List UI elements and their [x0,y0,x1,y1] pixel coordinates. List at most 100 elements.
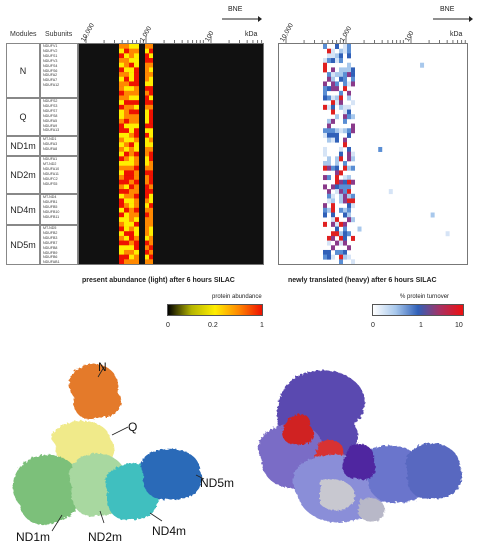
heatmap-heavy-cell [343,128,347,134]
heatmap-heavy-cell [331,81,335,87]
heatmap-light-cell [119,184,124,190]
heatmap-heavy-cell [347,104,351,110]
heatmap-heavy-cell [327,235,331,241]
heatmap-heavy [323,44,450,265]
heatmap-heavy-cell [335,179,339,185]
caption-light: present abundance (light) after 6 hours … [82,277,235,284]
heatmap-light-cell [129,109,134,115]
heatmap-heavy-cell [347,53,351,59]
heatmap-light-cell [134,72,139,78]
heatmap-heavy-cell [335,95,339,101]
heatmap-light-cell [134,165,139,171]
heatmap-heavy-cell [347,81,351,87]
heatmap-light-cell [124,221,129,227]
subunit-name: MT-ND2 [43,161,57,166]
heatmap-light-cell [134,212,139,218]
subunit-name: NDUFA7 [43,78,58,83]
heatmap-heavy-cell [335,184,339,190]
heatmap-light-cell [149,100,153,106]
heatmap-heavy-cell [339,76,343,82]
heatmap-heavy-cell [347,165,351,171]
subunit-list-q: NDUFS2 NDUFS3 NDUFS7 NDUFS8 NDUFA5 NDUFA9 NDUF… [40,98,78,136]
module-nd2m: ND2m [6,156,40,194]
heatmap-light-cell [149,184,153,190]
heatmap-heavy-cell [327,193,331,199]
heatmap-light-cell [119,95,124,101]
heatmap-heavy-cell [339,198,343,204]
heatmap-light-cell [129,249,134,255]
heatmap-heavy-cell [331,207,335,213]
heatmap-light-cell [134,161,139,167]
heatmap-heavy-cell [323,161,327,167]
heatmap-light-cell [119,48,124,54]
heatmap-heavy-cell [347,72,351,78]
heatmap-light-cell [129,137,134,143]
heatmap-light-cell [134,146,139,152]
heatmap-light-cell [124,90,129,96]
heatmap-light-cell [134,104,139,110]
subunit-name: NDUFB7 [43,240,58,245]
heatmap-light-cell [134,170,139,176]
heatmap-heavy-cell [335,161,339,167]
heatmap-light-cell [119,53,124,59]
heatmap-heavy-cell [343,86,347,92]
structure-nd5m-region [141,448,202,500]
heatmap-light-cell [119,156,124,162]
heatmap-light-cell [119,179,124,185]
subunit-name: NDUFC2 [43,176,58,181]
heatmap-light-cell [149,259,153,265]
heatmap-heavy-cell [323,81,327,87]
heatmap-light-cell [129,240,134,246]
heatmap-heavy-cell [335,156,339,162]
module-n: N [6,43,40,98]
subunit-name: NDUFB1 [43,199,58,204]
heatmap-light-cell [119,175,124,181]
heatmap-heavy-cell [339,151,343,157]
heatmap-light-cell [124,132,129,138]
colorbar-abundance [167,304,263,316]
heatmap-light-cell [124,240,129,246]
subunit-name: MT-ND5 [43,226,57,230]
heatmap-light-cell [149,104,153,110]
heatmap-heavy-cell [343,72,347,78]
heatmap-light-cell [145,76,149,82]
heatmap-heavy-cell [331,132,335,138]
heatmap-light-cell [149,137,153,143]
heatmap-heavy-cell [331,86,335,92]
heatmap-heavy-cell [335,132,339,138]
module-label: ND2m [10,170,36,180]
heatmap-light-cell [124,100,129,106]
heatmap-light-cell [134,203,139,209]
heatmap-light-cell [134,189,139,195]
heatmap-heavy-cell [343,226,347,232]
heatmap-light [119,44,153,265]
colorbar-turnover-label-mid: 1 [419,322,423,329]
heatmap-heavy-cell [335,44,339,49]
heatmap-heavy-cell [347,44,351,49]
heatmap-heavy-cell [323,132,327,138]
heatmap-heavy-cell [347,146,351,152]
heatmap-light-cell [149,44,153,49]
heatmap-heavy-cell [351,235,355,241]
heatmap-heavy-cell [327,72,331,78]
heatmap-heavy-cell [331,118,335,124]
heatmap-heavy-cell [343,184,347,190]
heatmap-heavy-cell [327,175,331,181]
heatmap-light-cell [149,128,153,134]
heatmap-light-cell [134,142,139,148]
heatmap-heavy-cell [327,48,331,54]
heatmap-light-cell [145,231,149,237]
heatmap-heavy-cell [323,62,327,68]
heatmap-heavy-cell [351,114,355,120]
heatmap-light-cell [129,161,134,167]
heatmap-heavy-cell [327,76,331,82]
heatmap-heavy-cell [339,53,343,59]
heatmap-light-cell [124,146,129,152]
heatmap-light-cell [129,81,134,87]
heatmap-light-cell [124,254,129,260]
heatmap-light-cell [149,118,153,124]
heatmap-light-cell [145,72,149,78]
heatmap-light-cell [124,44,129,49]
heatmap-light-cell [145,156,149,162]
heatmap-light-cell [124,245,129,251]
